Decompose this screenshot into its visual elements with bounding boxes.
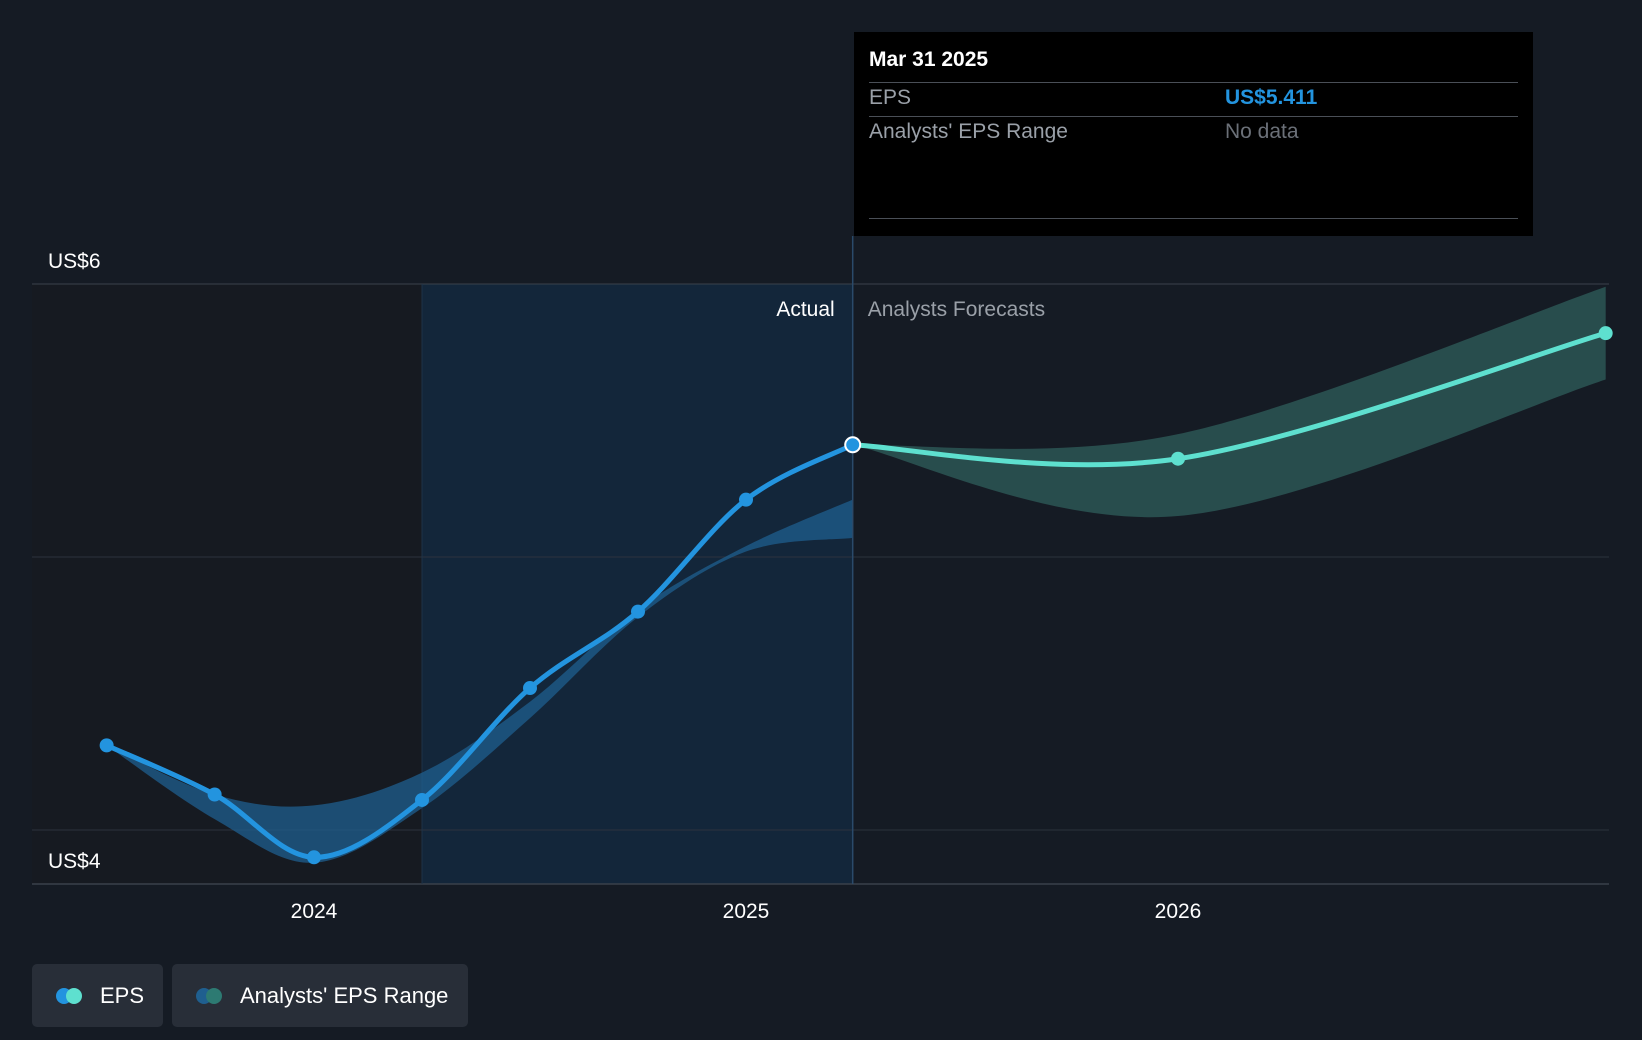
analysts-eps-range-actual-band — [106, 499, 853, 863]
eps-forecast-line — [850, 330, 1609, 468]
x-tick-label-2024: 2024 — [291, 900, 338, 923]
range-legend-icon — [196, 987, 228, 1004]
legend-range-label: Analysts' EPS Range — [240, 982, 449, 1008]
eps-point-selected[interactable] — [844, 436, 862, 454]
tooltip-date: Mar 31 2025 — [869, 48, 989, 71]
eps-points — [99, 326, 1613, 865]
legend-item-eps[interactable]: EPS — [32, 964, 163, 1027]
eps-forecast-point[interactable] — [1598, 326, 1613, 341]
eps-actual-line — [104, 442, 856, 860]
tooltip-divider — [869, 82, 1518, 83]
eps-point[interactable] — [631, 604, 645, 619]
eps-forecast-point[interactable] — [1171, 451, 1185, 466]
actual-period-shade — [422, 284, 853, 884]
tooltip-eps-label: EPS — [869, 86, 912, 109]
hover-tooltip: Mar 31 2025 EPS US$5.411 Analysts' EPS R… — [854, 32, 1533, 236]
eps-point[interactable] — [207, 787, 222, 802]
tooltip-divider — [869, 116, 1518, 117]
eps-point[interactable] — [523, 681, 537, 696]
x-tick-label-2026: 2026 — [1155, 900, 1202, 923]
pre-period-shade — [32, 284, 422, 884]
grid-lines — [32, 283, 1609, 885]
x-tick-labels: 2024 2025 2026 — [291, 900, 1202, 923]
x-tick-label-2025: 2025 — [723, 900, 770, 923]
actual-region-label: Actual — [776, 298, 834, 321]
y-tick-label-top: US$6 — [48, 250, 101, 273]
tooltip-range-label: Analysts' EPS Range — [869, 120, 1068, 143]
tooltip-range-value: No data — [1225, 120, 1299, 143]
tooltip-eps-value: US$5.411 — [1225, 86, 1318, 109]
eps-point[interactable] — [99, 738, 114, 753]
analysts-eps-range-forecast-band — [852, 286, 1606, 518]
eps-point[interactable] — [415, 792, 429, 807]
eps-point[interactable] — [739, 492, 753, 507]
forecast-region-label: Analysts Forecasts — [868, 298, 1045, 321]
legend-eps-label: EPS — [100, 982, 145, 1008]
legend-item-analysts-range[interactable]: Analysts' EPS Range — [172, 964, 468, 1027]
tooltip-divider — [869, 218, 1518, 219]
eps-legend-icon — [56, 987, 88, 1004]
y-tick-label-bottom: US$4 — [48, 850, 101, 873]
eps-point[interactable] — [307, 850, 321, 865]
